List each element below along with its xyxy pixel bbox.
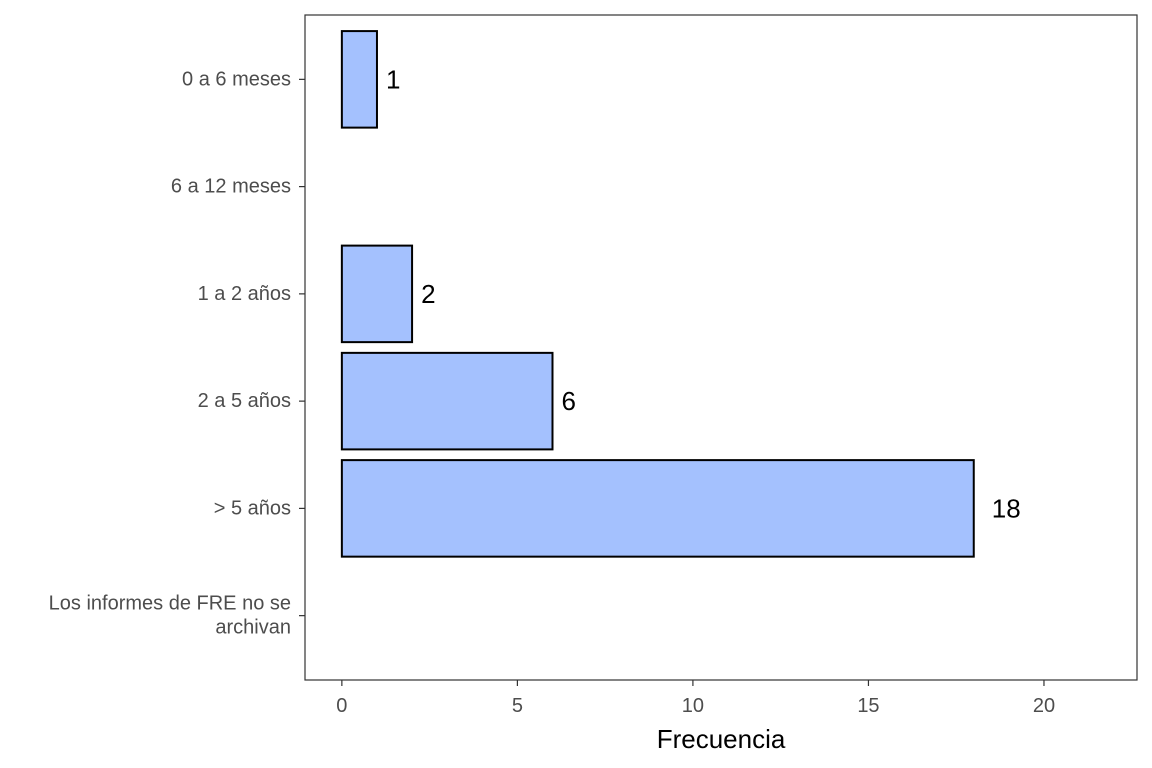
- bars-layer: [340, 30, 975, 558]
- x-tick-label: 0: [336, 695, 347, 717]
- y-tick-label: 6 a 12 meses: [171, 176, 291, 198]
- data-labels-layer: 1 2 6 18: [386, 64, 1021, 523]
- bar: [340, 351, 554, 451]
- x-axis: 0 5 10 15 20: [336, 680, 1055, 717]
- x-tick-label: 10: [682, 695, 704, 717]
- plot-panel: [304, 14, 1138, 681]
- y-tick-label: 2 a 5 años: [198, 390, 291, 412]
- bar-value-label: 2: [421, 279, 435, 309]
- y-tick-label: 0 a 6 meses: [182, 68, 291, 90]
- y-tick-label: Los informes de FRE no se archivan: [49, 593, 291, 639]
- bar: [340, 244, 414, 344]
- x-tick-label: 15: [857, 695, 879, 717]
- x-tick-label: 20: [1033, 695, 1055, 717]
- bar: [340, 30, 378, 129]
- bar-value-label: 6: [561, 386, 575, 416]
- x-axis-title: Frecuencia: [657, 724, 786, 754]
- y-axis: 0 a 6 meses 6 a 12 meses 1 a 2 años 2 a 5 a…: [49, 68, 305, 639]
- x-tick-label: 5: [512, 695, 523, 717]
- y-tick-label: > 5 años: [214, 497, 291, 519]
- bar-value-label: 1: [386, 64, 400, 94]
- y-tick-label: 1 a 2 años: [198, 283, 291, 305]
- bar-value-label: 18: [992, 493, 1021, 523]
- bar: [340, 459, 975, 558]
